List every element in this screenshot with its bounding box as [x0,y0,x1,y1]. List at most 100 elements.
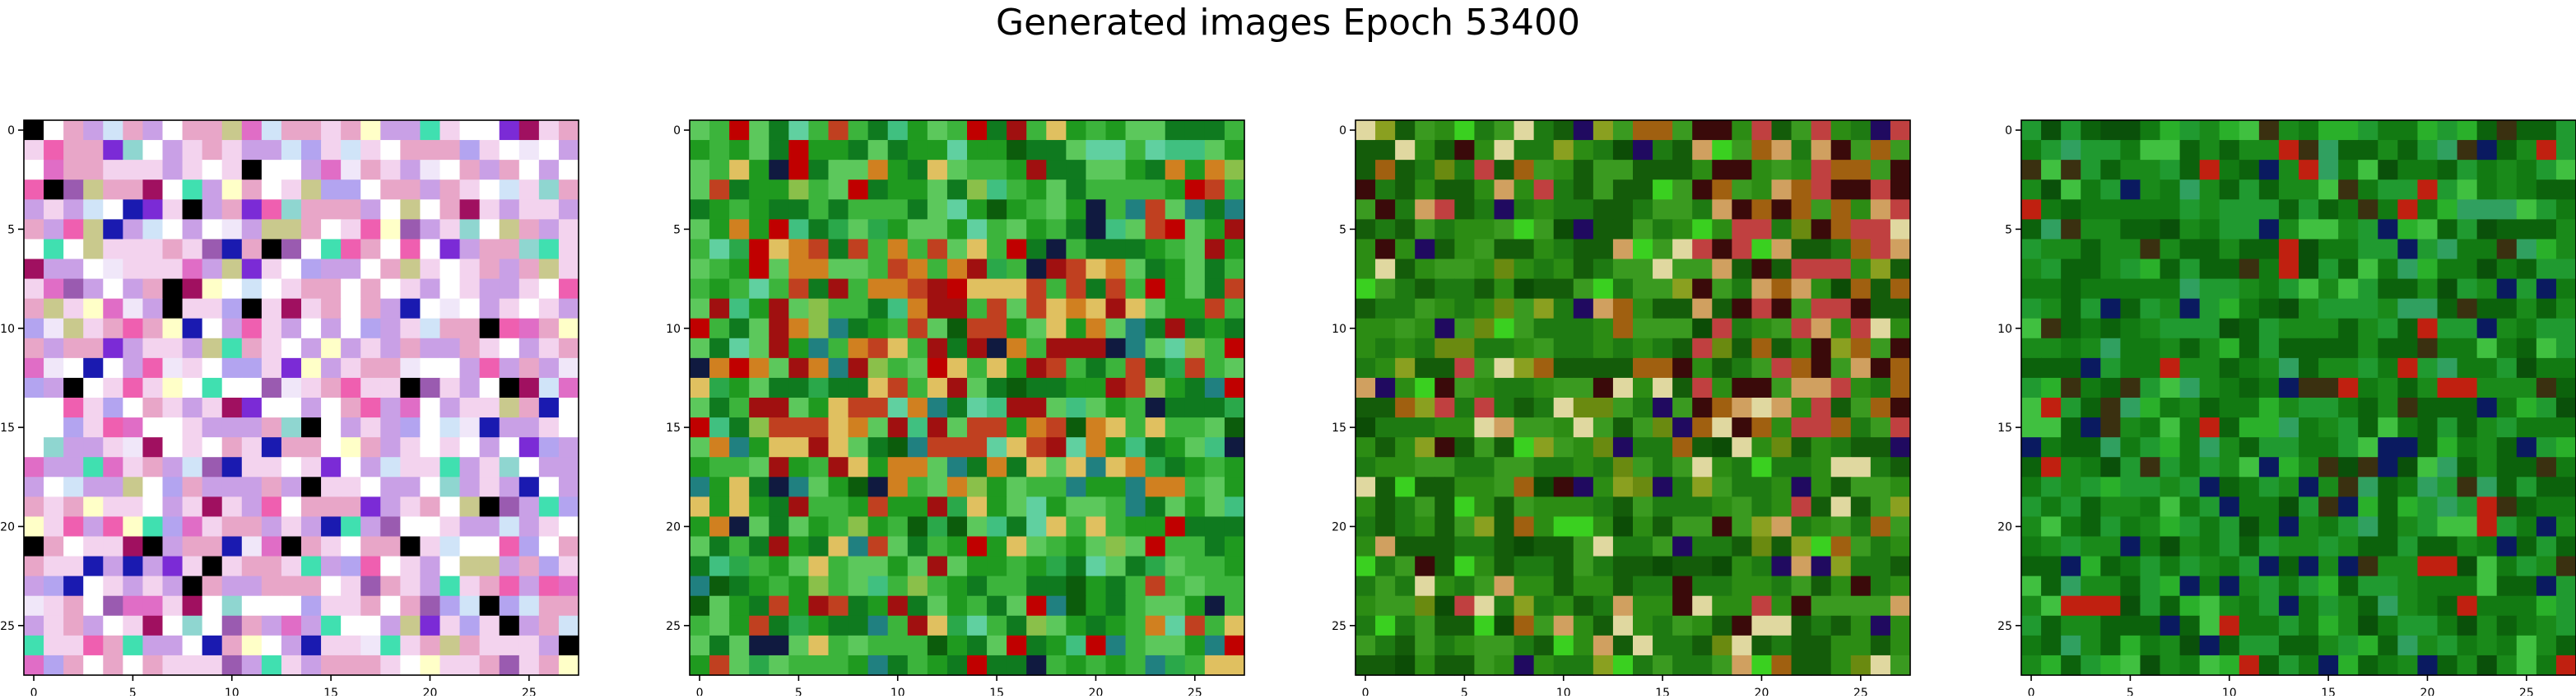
pixel [2338,318,2359,339]
pixel [1514,437,1535,458]
pixel [1105,120,1127,141]
pixel [2555,318,2576,339]
pixel [887,536,909,557]
pixel [1415,576,1435,597]
pixel [380,437,401,458]
pixel [967,338,988,359]
pixel [499,219,520,240]
pixel [380,536,401,557]
pixel [341,576,361,597]
pixel [360,179,381,200]
pixel [2160,377,2181,398]
pixel [1732,179,1753,200]
pixel [887,398,909,418]
pixel [1204,219,1225,240]
pixel [2476,219,2498,240]
pixel [2397,417,2419,438]
pixel [44,179,64,200]
pixel [321,199,342,220]
pixel [1672,357,1693,379]
pixel [2378,615,2398,636]
pixel [887,120,909,141]
pixel [749,199,770,220]
pixel [2318,357,2339,379]
pixel [2041,377,2062,398]
pixel [83,457,104,478]
pixel [1692,615,1713,636]
pixel [1751,259,1773,280]
pixel [2041,357,2062,379]
pixel [2061,615,2081,636]
pixel [202,357,223,379]
pixel [1573,655,1594,676]
pixel [538,516,560,538]
pixel [400,199,421,220]
pixel [1533,655,1555,676]
pixel [420,239,441,260]
pixel [1771,140,1793,161]
pixel [2358,160,2378,180]
pixel [709,655,730,676]
pixel [848,635,869,656]
pixel [2278,357,2299,379]
pixel [2278,655,2299,676]
pixel [1553,338,1574,359]
pixel [1066,655,1087,676]
pixel [788,477,810,497]
pixel [729,377,750,398]
pixel [281,140,302,161]
pixel [2100,377,2121,398]
pixel [1712,377,1732,398]
pixel [2417,457,2439,478]
pixel [103,259,123,280]
pixel [142,615,164,636]
pixel [2299,536,2319,557]
pixel [360,615,381,636]
pixel [281,318,302,339]
pixel [2476,239,2498,260]
pixel [241,278,263,300]
pixel [162,120,184,141]
pixel [927,357,948,379]
pixel [182,496,203,518]
pixel [808,199,830,220]
y-tick-label: 10 [1997,323,2012,336]
pixel [103,199,123,220]
pixel [690,318,710,339]
pixel [63,496,84,518]
pixel [103,338,123,359]
pixel [729,496,750,518]
pixel [499,298,520,319]
pixel [1514,278,1535,300]
y-tick-label: 5 [7,223,15,236]
pixel [202,377,223,398]
pixel [927,556,948,577]
pixel [1086,318,1107,339]
pixel [1791,398,1812,418]
pixel [1415,298,1435,319]
pixel [987,259,1007,280]
pixel [1105,516,1127,538]
pixel [887,298,909,319]
pixel [907,179,928,200]
pixel [1633,298,1653,319]
pixel [1593,219,1614,240]
pixel [1046,457,1067,478]
pixel [2081,219,2101,240]
pixel [1066,437,1087,458]
pixel [1395,120,1416,141]
pixel [828,179,849,200]
pixel [2516,595,2537,617]
pixel [2140,239,2161,260]
pixel [103,377,123,398]
pixel [2120,655,2141,676]
pixel [162,179,184,200]
pixel [321,179,342,200]
pixel [1145,357,1166,379]
pixel [1145,496,1166,518]
pixel [2496,179,2518,200]
pixel [162,377,184,398]
pixel [788,219,810,240]
pixel [538,477,560,497]
pixel [2120,556,2141,577]
